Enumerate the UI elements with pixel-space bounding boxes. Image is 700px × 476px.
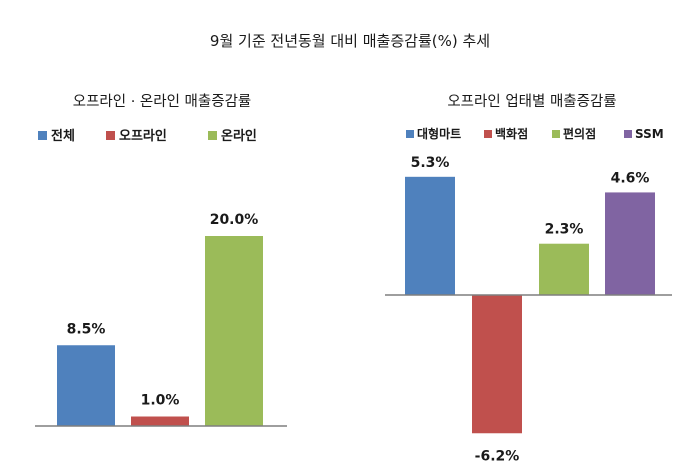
bar-left-1 xyxy=(131,416,189,426)
bar-right-3 xyxy=(605,192,655,295)
bars-right: 5.3% -6.2% 2.3% 4.6% xyxy=(405,155,655,464)
legend-left: 전체 오프라인 온라인 xyxy=(38,128,257,144)
panel-title-left: 오프라인 · 온라인 매출증감률 xyxy=(73,93,252,110)
value-label-left-1: 1.0% xyxy=(141,393,180,409)
panel-title-right: 오프라인 업태별 매출증감률 xyxy=(447,93,616,110)
legend-right: 대형마트 백화점 편의점 SSM xyxy=(406,126,664,141)
legend-swatch-right-1 xyxy=(484,130,492,138)
legend-label-right-1: 백화점 xyxy=(495,126,528,141)
legend-label-right-3: SSM xyxy=(635,127,664,141)
legend-swatch-left-1 xyxy=(106,131,115,140)
legend-label-left-0: 전체 xyxy=(51,128,75,144)
value-label-left-0: 8.5% xyxy=(67,321,106,337)
legend-label-left-1: 오프라인 xyxy=(119,128,167,144)
main-title: 9월 기준 전년동월 대비 매출증감률(%) 추세 xyxy=(209,32,491,50)
legend-label-left-2: 온라인 xyxy=(221,128,257,144)
value-label-left-2: 20.0% xyxy=(210,212,259,228)
bars-left: 8.5% 1.0% 20.0% xyxy=(57,212,263,426)
bar-right-1 xyxy=(472,295,522,434)
legend-swatch-right-0 xyxy=(406,130,414,138)
legend-swatch-right-3 xyxy=(624,130,632,138)
legend-label-right-2: 편의점 xyxy=(563,126,596,141)
legend-swatch-right-2 xyxy=(552,130,560,138)
legend-label-right-0: 대형마트 xyxy=(417,126,461,141)
panel-offline-by-format: 오프라인 업태별 매출증감률 대형마트 백화점 편의점 SSM 5.3% -6.2% 2.… xyxy=(385,93,672,464)
value-label-right-3: 4.6% xyxy=(611,170,650,186)
value-label-right-2: 2.3% xyxy=(545,222,584,238)
legend-swatch-left-0 xyxy=(38,131,47,140)
bar-right-2 xyxy=(539,243,589,295)
value-label-right-1: -6.2% xyxy=(475,448,520,464)
bar-left-2 xyxy=(205,236,263,426)
bar-right-0 xyxy=(405,176,455,295)
panel-offline-online: 오프라인 · 온라인 매출증감률 전체 오프라인 온라인 8.5% 1.0% 20.0% xyxy=(35,93,287,427)
value-label-right-0: 5.3% xyxy=(411,155,450,171)
bar-left-0 xyxy=(57,345,115,426)
legend-swatch-left-2 xyxy=(208,131,217,140)
